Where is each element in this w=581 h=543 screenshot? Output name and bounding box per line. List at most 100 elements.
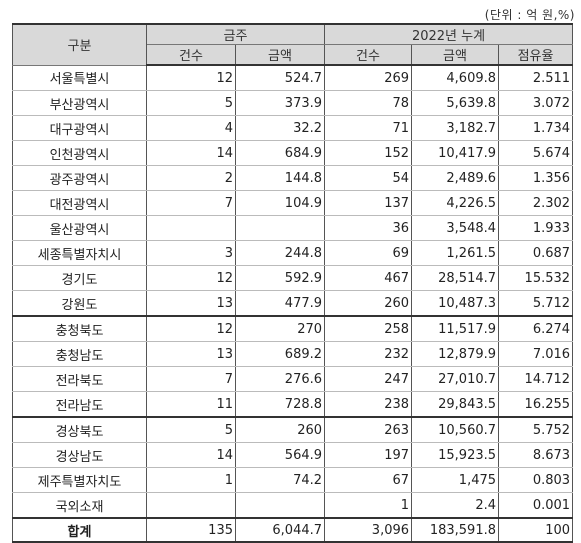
header-cum-count: 건수 [324,44,413,66]
cum-amount: 27,010.7 [411,366,500,392]
share: 15.532 [498,265,574,291]
table-row: 경상남도 14 564.9 197 15,923.5 8.673 [12,442,574,468]
week-count: 1 [146,467,236,493]
cum-amount: 11,517.9 [411,316,500,342]
header-cum-amount: 금액 [411,44,500,66]
week-amount: 728.8 [234,391,326,418]
week-count: 12 [146,265,236,291]
region-name: 경상남도 [12,442,147,468]
header-share: 점유율 [498,44,574,66]
week-amount: 592.9 [234,265,326,291]
region-name: 울산광역시 [12,215,147,241]
week-count: 13 [146,341,236,367]
total-row: 합계 135 6,044.7 3,096 183,591.8 100 [12,518,574,543]
region-name: 국외소재 [12,492,147,519]
region-name: 경상북도 [12,417,147,443]
table-row: 인천광역시 14 684.9 152 10,417.9 5.674 [12,140,574,166]
header-week-group: 금주 [145,23,326,45]
table-row: 충청북도 12 270 258 11,517.9 6.274 [12,316,574,342]
cum-amount: 4,226.5 [411,190,500,216]
cum-amount: 3,182.7 [411,115,500,141]
cum-count: 137 [324,190,413,216]
cum-amount: 2,489.6 [411,165,500,191]
week-amount: 260 [234,417,326,443]
region-name: 서울특별시 [12,65,147,91]
cum-count: 152 [324,140,413,166]
cum-count: 197 [324,442,413,468]
table-row: 전라북도 7 276.6 247 27,010.7 14.712 [12,366,574,392]
region-name: 세종특별자치시 [12,240,147,266]
total-cum-count: 3,096 [324,518,413,543]
table-row: 서울특별시 12 524.7 269 4,609.8 2.511 [12,65,574,91]
cum-amount: 29,843.5 [411,391,500,418]
header-category: 구분 [12,23,147,66]
region-name: 강원도 [12,290,147,317]
week-amount: 32.2 [234,115,326,141]
share: 5.674 [498,140,574,166]
share: 0.687 [498,240,574,266]
region-name: 충청북도 [12,316,147,342]
share: 5.712 [498,290,574,317]
week-count [146,492,236,519]
share: 16.255 [498,391,574,418]
week-amount: 524.7 [234,65,326,91]
share: 0.001 [498,492,574,519]
share: 3.072 [498,90,574,116]
table-row: 울산광역시 36 3,548.4 1.933 [12,215,574,241]
cum-amount: 28,514.7 [411,265,500,291]
cum-amount: 10,560.7 [411,417,500,443]
cum-amount: 1,261.5 [411,240,500,266]
region-name: 전라남도 [12,391,147,418]
share: 1.933 [498,215,574,241]
table-body: 서울특별시 12 524.7 269 4,609.8 2.511 부산광역시 5 373.9 7… [12,65,574,543]
week-amount: 684.9 [234,140,326,166]
table-row: 제주특별자치도 1 74.2 67 1,475 0.803 [12,467,574,493]
share: 5.752 [498,417,574,443]
week-amount: 104.9 [234,190,326,216]
cum-count: 232 [324,341,413,367]
week-count: 12 [146,316,236,342]
region-name: 대전광역시 [12,190,147,216]
cum-count: 258 [324,316,413,342]
total-cum-amount: 183,591.8 [411,518,500,543]
week-amount: 477.9 [234,290,326,317]
region-name: 대구광역시 [12,115,147,141]
cum-amount: 2.4 [411,492,500,519]
region-name: 전라북도 [12,366,147,392]
table-row: 경상북도 5 260 263 10,560.7 5.752 [12,417,574,443]
total-week-count: 135 [146,518,236,543]
cum-count: 1 [324,492,413,519]
table-row: 강원도 13 477.9 260 10,487.3 5.712 [12,290,574,317]
region-name: 인천광역시 [12,140,147,166]
cum-amount: 5,639.8 [411,90,500,116]
cum-amount: 3,548.4 [411,215,500,241]
week-count: 5 [146,417,236,443]
share: 7.016 [498,341,574,367]
total-label: 합계 [12,518,147,543]
week-count: 4 [146,115,236,141]
cum-count: 238 [324,391,413,418]
share: 0.803 [498,467,574,493]
cum-amount: 10,487.3 [411,290,500,317]
week-count: 12 [146,65,236,91]
cum-amount: 4,609.8 [411,65,500,91]
week-amount: 373.9 [234,90,326,116]
share: 8.673 [498,442,574,468]
week-count: 14 [146,442,236,468]
week-amount: 270 [234,316,326,342]
table-row: 국외소재 1 2.4 0.001 [12,492,574,519]
region-name: 광주광역시 [12,165,147,191]
total-share: 100 [498,518,574,543]
unit-note: (단위 : 억 원,%) [484,8,575,22]
region-name: 제주특별자치도 [12,467,147,493]
cum-count: 69 [324,240,413,266]
week-count: 11 [146,391,236,418]
cum-count: 263 [324,417,413,443]
share: 2.511 [498,65,574,91]
table-row: 경기도 12 592.9 467 28,514.7 15.532 [12,265,574,291]
week-amount: 144.8 [234,165,326,191]
week-count: 7 [146,190,236,216]
cum-count: 67 [324,467,413,493]
week-count: 2 [146,165,236,191]
week-count [146,215,236,241]
